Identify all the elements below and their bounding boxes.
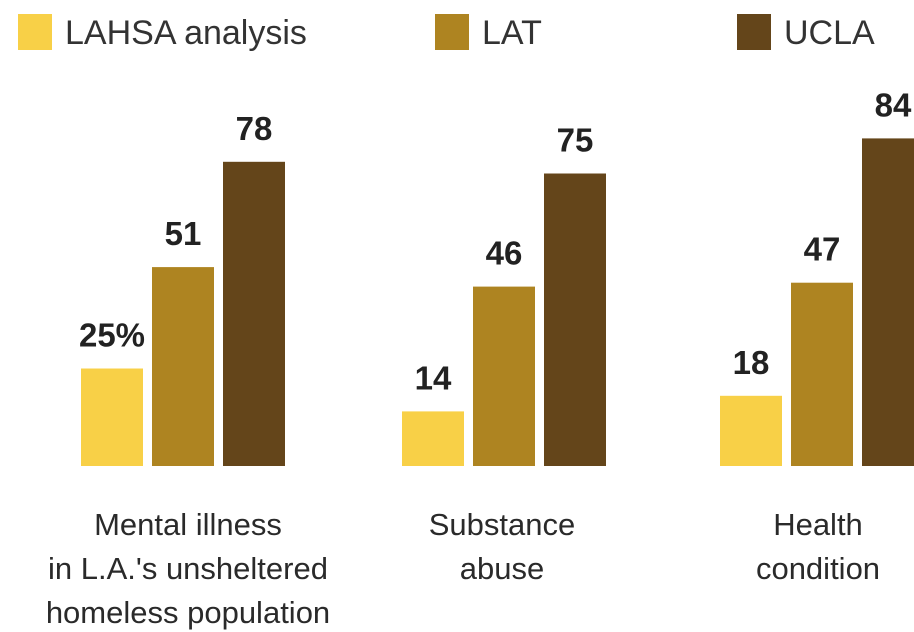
chart-legend: LAHSA analysis LAT UCLA [18, 14, 875, 52]
value-label-lat-3: 47 [804, 231, 841, 268]
value-label-lat-1: 51 [165, 215, 202, 252]
bar-lat-2 [473, 286, 535, 466]
bar-lahsa-analysis-2 [402, 411, 464, 466]
bar-lahsa-analysis-3 [720, 395, 782, 466]
value-label-lat-2: 46 [486, 235, 523, 272]
value-label-lahsa-analysis-2: 14 [415, 359, 452, 396]
category-label-1-line-2: in L.A.'s unsheltered [48, 551, 328, 586]
category-labels: Mental illness in L.A.'s unsheltered homel… [46, 507, 880, 630]
legend-swatch-ucla [737, 14, 771, 50]
value-label-lahsa-analysis-1: 25% [79, 317, 145, 354]
value-label-lahsa-analysis-3: 18 [733, 344, 770, 381]
category-label-2-line-1: Substance [429, 507, 576, 542]
value-label-ucla-1: 78 [236, 110, 273, 147]
category-label-1-line-1: Mental illness [94, 507, 282, 542]
bar-lat-1 [152, 267, 214, 466]
legend-label-ucla: UCLA [784, 14, 875, 52]
value-label-ucla-2: 75 [557, 122, 594, 159]
category-label-1-line-3: homeless population [46, 595, 330, 630]
legend-swatch-lat [435, 14, 469, 50]
category-label-3-line-2: condition [756, 551, 880, 586]
legend-label-lat: LAT [482, 14, 542, 52]
bar-ucla-2 [544, 173, 606, 466]
legend-label-lahsa-analysis: LAHSA analysis [65, 14, 307, 52]
bar-ucla-3 [862, 138, 914, 466]
value-label-ucla-3: 84 [875, 86, 912, 123]
value-labels: 25% 51 78 14 46 75 18 47 84 [79, 86, 912, 396]
bar-lahsa-analysis-1 [81, 368, 143, 466]
legend-swatch-lahsa-analysis [18, 14, 52, 50]
category-label-2-line-2: abuse [460, 551, 544, 586]
bar-lat-3 [791, 282, 853, 466]
category-label-3-line-1: Health [773, 507, 863, 542]
bar-ucla-1 [223, 161, 285, 467]
bar-groups [81, 138, 914, 467]
